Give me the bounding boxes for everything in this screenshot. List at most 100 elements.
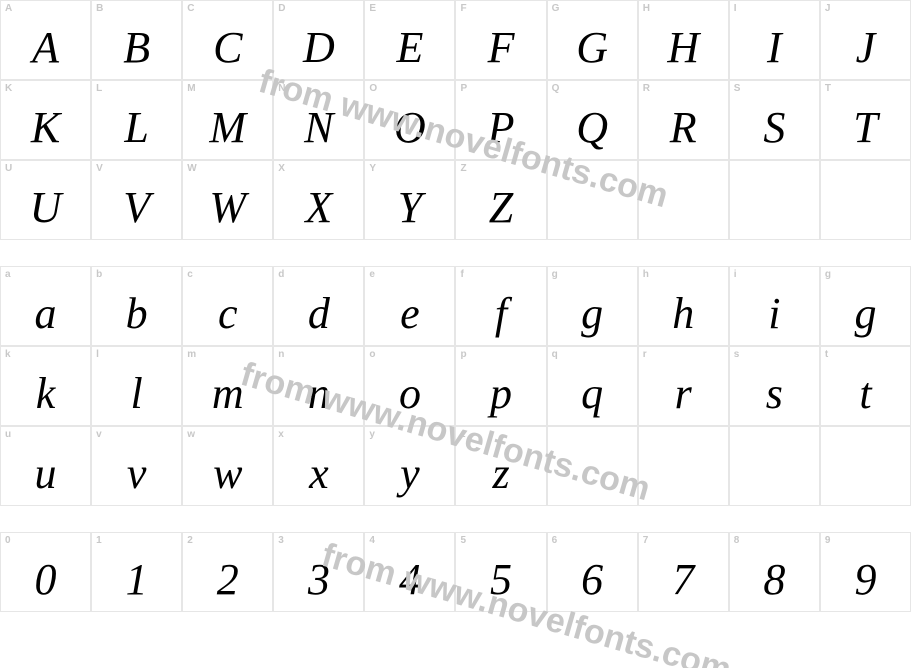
glyph-cell [638, 426, 729, 506]
glyph-cell-glyph: q [548, 368, 637, 419]
glyph-cell-label: t [825, 349, 828, 360]
glyph-cell-label: W [187, 163, 196, 174]
glyph-cell-glyph: b [92, 288, 181, 339]
glyph-cell-label: Q [552, 83, 560, 94]
glyph-cell-glyph: x [274, 448, 363, 499]
glyph-cell: TT [820, 80, 911, 160]
glyph-cell-glyph: u [1, 448, 90, 499]
glyph-cell: 77 [638, 532, 729, 612]
glyph-cell-glyph: J [821, 22, 910, 73]
glyph-cell-label: Z [460, 163, 466, 174]
glyph-cell-glyph: 9 [821, 554, 910, 605]
glyph-cell: ff [455, 266, 546, 346]
glyph-cell: 44 [364, 532, 455, 612]
glyph-cell-label: O [369, 83, 377, 94]
glyph-cell-glyph: t [821, 368, 910, 419]
glyph-cell: XX [273, 160, 364, 240]
glyph-cell: OO [364, 80, 455, 160]
glyph-cell-glyph: r [639, 368, 728, 419]
glyph-cell [729, 160, 820, 240]
glyph-cell: AA [0, 0, 91, 80]
glyph-cell: 55 [455, 532, 546, 612]
glyph-cell-glyph: K [1, 102, 90, 153]
glyph-grid-section: aabbccddeeffgghhiiggkkllmmnnooppqqrrsstt… [0, 266, 911, 506]
glyph-cell-glyph: Z [456, 182, 545, 233]
glyph-cell-label: o [369, 349, 375, 360]
glyph-cell: 00 [0, 532, 91, 612]
glyph-cell: xx [273, 426, 364, 506]
glyph-cell-glyph: X [274, 182, 363, 233]
glyph-cell: dd [273, 266, 364, 346]
glyph-cell: 99 [820, 532, 911, 612]
glyph-cell-label: 2 [187, 535, 193, 546]
glyph-cell-glyph: 0 [1, 554, 90, 605]
glyph-cell: hh [638, 266, 729, 346]
glyph-cell-glyph: E [365, 22, 454, 73]
glyph-cell: LL [91, 80, 182, 160]
glyph-cell-glyph: S [730, 102, 819, 153]
glyph-cell: EE [364, 0, 455, 80]
glyph-cell-label: V [96, 163, 103, 174]
glyph-cell: mm [182, 346, 273, 426]
glyph-cell-label: Y [369, 163, 376, 174]
glyph-cell: gg [820, 266, 911, 346]
glyph-cell-glyph: c [183, 288, 272, 339]
glyph-cell-label: E [369, 3, 376, 14]
glyph-cell-glyph: o [365, 368, 454, 419]
glyph-cell-label: a [5, 269, 11, 280]
glyph-cell-label: m [187, 349, 196, 360]
glyph-cell-label: i [734, 269, 737, 280]
glyph-cell-glyph: Y [365, 182, 454, 233]
glyph-cell-glyph: M [183, 102, 272, 153]
glyph-cell: aa [0, 266, 91, 346]
glyph-cell-glyph: 5 [456, 554, 545, 605]
glyph-cell-label: U [5, 163, 12, 174]
glyph-cell-label: G [552, 3, 560, 14]
glyph-cell-glyph: L [92, 102, 181, 153]
glyph-cell-glyph: 8 [730, 554, 819, 605]
glyph-cell-glyph: n [274, 368, 363, 419]
glyph-cell: ww [182, 426, 273, 506]
glyph-cell: VV [91, 160, 182, 240]
glyph-cell-label: y [369, 429, 375, 440]
glyph-cell-glyph: R [639, 102, 728, 153]
glyph-cell: yy [364, 426, 455, 506]
glyph-cell-glyph: 6 [548, 554, 637, 605]
glyph-cell-label: H [643, 3, 650, 14]
glyph-cell: cc [182, 266, 273, 346]
glyph-cell: SS [729, 80, 820, 160]
glyph-cell-label: K [5, 83, 12, 94]
glyph-cell-glyph: G [548, 22, 637, 73]
glyph-cell: HH [638, 0, 729, 80]
glyph-cell-label: T [825, 83, 831, 94]
glyph-cell: 11 [91, 532, 182, 612]
glyph-cell-label: b [96, 269, 102, 280]
glyph-cell-label: X [278, 163, 285, 174]
glyph-cell-label: f [460, 269, 463, 280]
glyph-cell-label: p [460, 349, 466, 360]
glyph-cell-label: c [187, 269, 193, 280]
glyph-cell: ll [91, 346, 182, 426]
glyph-cell: NN [273, 80, 364, 160]
glyph-cell-label: 3 [278, 535, 284, 546]
glyph-cell: GG [547, 0, 638, 80]
glyph-cell-label: 7 [643, 535, 649, 546]
glyph-cell-glyph: g [821, 288, 910, 339]
glyph-grid-section: 00112233445566778899 [0, 532, 911, 612]
glyph-cell-glyph: f [456, 288, 545, 339]
glyph-cell-label: s [734, 349, 740, 360]
glyph-cell-glyph: I [730, 22, 819, 73]
glyph-cell-glyph: H [639, 22, 728, 73]
glyph-cell-label: x [278, 429, 284, 440]
glyph-cell-glyph: F [456, 22, 545, 73]
glyph-cell: KK [0, 80, 91, 160]
glyph-cell [638, 160, 729, 240]
glyph-cell-glyph: z [456, 448, 545, 499]
glyph-cell-glyph: U [1, 182, 90, 233]
glyph-cell-label: S [734, 83, 741, 94]
glyph-cell-glyph: p [456, 368, 545, 419]
glyph-cell: PP [455, 80, 546, 160]
glyph-cell-label: 4 [369, 535, 375, 546]
glyph-cell: ZZ [455, 160, 546, 240]
glyph-cell-label: r [643, 349, 647, 360]
